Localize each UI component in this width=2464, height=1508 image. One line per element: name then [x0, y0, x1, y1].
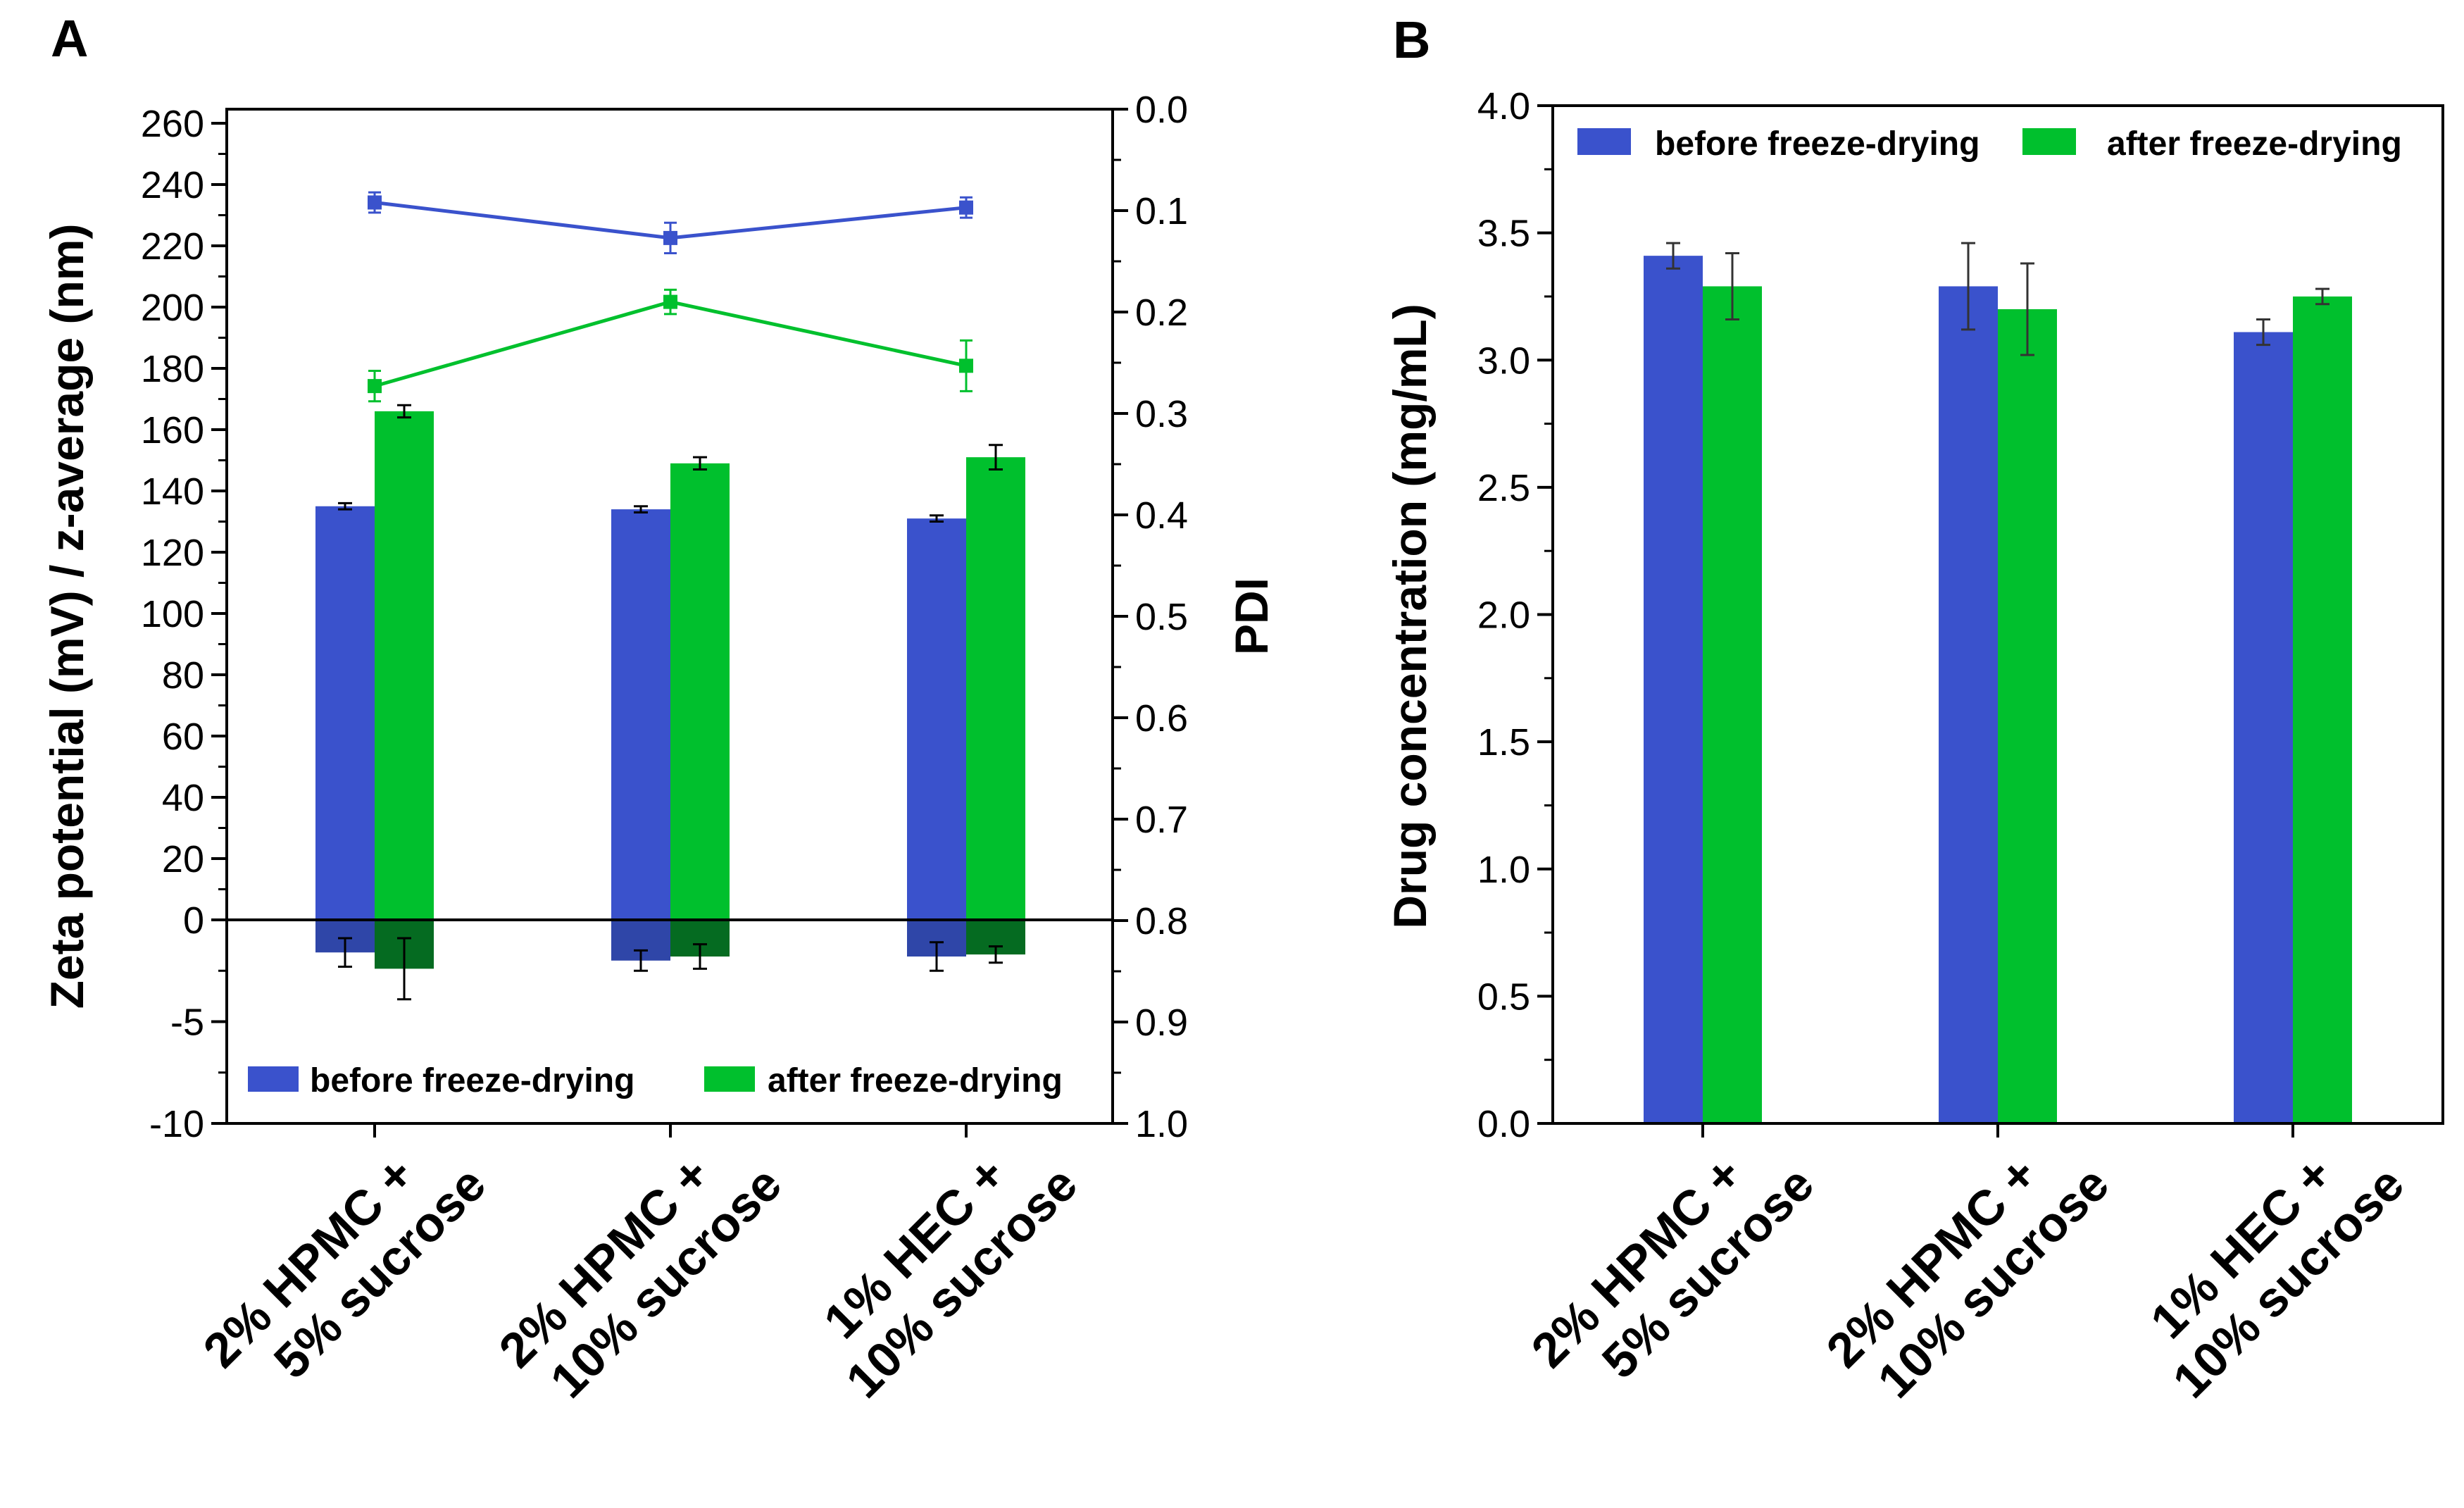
legend-after-label: after freeze-drying	[768, 1062, 1063, 1099]
pdi-marker	[959, 359, 973, 373]
panel-a-label: A	[51, 9, 88, 68]
y-tick-label: 3.5	[1477, 213, 1530, 255]
category-label: 1% HEC +10% sucrose	[2140, 1146, 2414, 1408]
drug-concentration-bar	[1998, 309, 2057, 1123]
y-tick-label: 40	[162, 777, 204, 819]
panel-a-legend: before freeze-drying after freeze-drying	[248, 1062, 1063, 1099]
y2-tick-label: 0.8	[1135, 900, 1188, 942]
legend-after-label: after freeze-drying	[2107, 125, 2402, 163]
legend-before-swatch	[248, 1066, 299, 1092]
panel-b-bars	[1644, 242, 2352, 1124]
y-tick-label: 260	[141, 103, 204, 145]
y-tick-label: 220	[141, 225, 204, 268]
y-tick-label: 4.0	[1477, 85, 1530, 127]
y-tick-label: 100	[141, 593, 204, 635]
y-tick-label: 2.0	[1477, 594, 1530, 637]
y-tick-label: 80	[162, 654, 204, 697]
panel-a-y2-axis-title: PDI	[1225, 578, 1277, 655]
y2-tick-label: 0.1	[1135, 190, 1188, 232]
y2-tick-label: 0.7	[1135, 799, 1188, 841]
y-tick-label: 180	[141, 348, 204, 390]
y2-tick-label: 0.4	[1135, 494, 1188, 537]
y-tick-label: 0.0	[1477, 1103, 1530, 1145]
panel-a-ticks: 260240220200180160140120100806040200-5-1…	[141, 89, 1188, 1145]
y-tick-label: 120	[141, 532, 204, 574]
y-tick-label: 1.5	[1477, 721, 1530, 764]
drug-concentration-bar	[2293, 296, 2352, 1123]
y2-tick-label: 0.5	[1135, 596, 1188, 638]
panel-b-legend: before freeze-drying after freeze-drying	[1577, 125, 2402, 163]
z-average-bar	[611, 509, 670, 920]
drug-concentration-bar	[1644, 256, 1703, 1124]
y-tick-label: 60	[162, 716, 204, 758]
pdi-marker	[663, 294, 677, 309]
panel-b-y-axis-title: Drug concentration (mg/mL)	[1384, 304, 1436, 928]
category-label: 2% HPMC +5% sucrose	[1521, 1146, 1825, 1388]
pdi-marker	[959, 200, 973, 215]
y2-tick-label: 1.0	[1135, 1103, 1188, 1145]
pdi-marker	[663, 230, 677, 245]
z-average-bar	[670, 463, 730, 920]
y-tick-label: 160	[141, 409, 204, 451]
category-label: 2% HPMC +10% sucrose	[1816, 1146, 2120, 1408]
drug-concentration-bar	[1703, 286, 1762, 1123]
panel-b-ticks: 0.0 0.5 1.0 1.5 2.0 2.5 3.0 3.5 4.0	[1477, 85, 2294, 1145]
y-tick-label: 20	[162, 838, 204, 880]
z-average-bar	[375, 411, 434, 920]
legend-before-swatch	[1577, 128, 1631, 155]
y2-tick-label: 0.0	[1135, 89, 1188, 131]
z-average-bar	[966, 457, 1025, 920]
y-tick-label: 240	[141, 164, 204, 206]
y-tick-label: 0	[183, 899, 204, 942]
y2-tick-label: 0.3	[1135, 393, 1188, 435]
y2-tick-label: 0.2	[1135, 292, 1188, 334]
panel-a-pdi-lines	[368, 191, 973, 403]
drug-concentration-bar	[2234, 332, 2293, 1124]
legend-after-swatch	[2022, 128, 2076, 155]
y-tick-label: -5	[170, 1002, 204, 1044]
panel-a-y-axis-title: Zeta potential (mV) / z-average (nm)	[41, 224, 93, 1009]
y-tick-label: 3.0	[1477, 339, 1530, 382]
y-tick-label: 140	[141, 471, 204, 513]
z-average-bar	[907, 518, 966, 920]
y-tick-label: 200	[141, 287, 204, 329]
legend-before-label: before freeze-drying	[310, 1062, 634, 1099]
y-tick-label: 2.5	[1477, 467, 1530, 509]
category-label: 1% HEC +10% sucrose	[813, 1146, 1087, 1408]
panel-a-bars	[315, 404, 1025, 1001]
y-tick-label: -10	[149, 1103, 204, 1145]
z-average-bar	[315, 506, 375, 920]
y-tick-label: 0.5	[1477, 976, 1530, 1018]
y-tick-label: 1.0	[1477, 849, 1530, 891]
drug-concentration-bar	[1939, 286, 1998, 1123]
y2-tick-label: 0.6	[1135, 697, 1188, 740]
panel-b-label: B	[1393, 11, 1430, 69]
pdi-marker	[368, 195, 382, 210]
category-label: 2% HPMC +5% sucrose	[193, 1146, 496, 1388]
legend-before-label: before freeze-drying	[1655, 125, 1980, 163]
category-label: 2% HPMC +10% sucrose	[489, 1146, 792, 1408]
legend-after-swatch	[704, 1066, 755, 1092]
y2-tick-label: 0.9	[1135, 1002, 1188, 1044]
pdi-marker	[368, 379, 382, 394]
